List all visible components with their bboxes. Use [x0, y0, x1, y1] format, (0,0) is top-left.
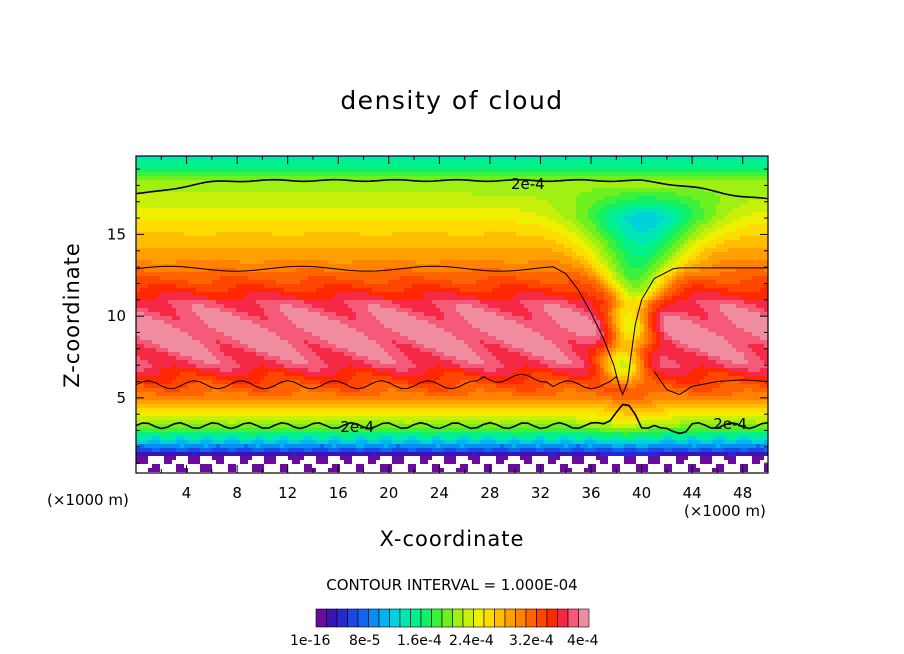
colorbar-label: 1.6e-4: [397, 633, 442, 649]
colorbar-swatch: [462, 608, 474, 628]
colorbar-swatch: [536, 608, 548, 628]
x-tick-label: 12: [278, 484, 297, 502]
contour-lines: [136, 178, 768, 435]
colorbar-label: 4e-4: [567, 633, 599, 649]
colorbar-swatch: [441, 608, 453, 628]
colorbar-swatch: [420, 608, 432, 628]
colorbar-swatch: [515, 608, 527, 628]
colorbar-swatch: [567, 608, 579, 628]
x-tick-label: 24: [430, 484, 449, 502]
colorbar-swatch: [578, 608, 590, 628]
colorbar-swatch: [326, 608, 338, 628]
contour-interval-note: CONTOUR INTERVAL = 1.000E-04: [326, 576, 578, 594]
colorbar-swatch: [452, 608, 464, 628]
colorbar-swatch: [410, 608, 422, 628]
x-tick-label: 36: [581, 484, 600, 502]
x-tick-label: 48: [733, 484, 752, 502]
x-unit-label-left: (×1000 m): [47, 491, 129, 509]
colorbar-swatch: [357, 608, 369, 628]
colorbar-swatch: [483, 608, 495, 628]
contour-label-1: 2e-4: [511, 175, 545, 193]
colorbar-swatch: [504, 608, 516, 628]
colorbar-swatch: [494, 608, 506, 628]
colorbar: [315, 608, 590, 628]
contour-line-cloud-base-right: [653, 371, 768, 396]
x-tick-label: 40: [632, 484, 651, 502]
contour-label-3: 2e-4: [713, 415, 747, 433]
colorbar-label: 3.2e-4: [509, 633, 554, 649]
colorbar-swatch: [336, 608, 348, 628]
y-tick-label: 5: [116, 389, 126, 407]
colorbar-label: 1e-16: [290, 633, 331, 649]
density-field: [136, 156, 768, 473]
colorbar-swatch: [557, 608, 569, 628]
colorbar-swatch: [546, 608, 558, 628]
x-tick-label: 20: [379, 484, 398, 502]
colorbar-swatch: [347, 608, 359, 628]
x-tick-label: 28: [480, 484, 499, 502]
colorbar-swatch: [389, 608, 401, 628]
x-axis-label: X-coordinate: [379, 527, 525, 551]
x-unit-label-right: (×1000 m): [684, 502, 766, 520]
contour-line-cloud-top: [136, 265, 768, 396]
contour-line-lower: [136, 403, 768, 435]
x-tick-label: 44: [683, 484, 702, 502]
y-axis-label: Z-coordinate: [60, 242, 84, 388]
x-tick-label: 4: [182, 484, 192, 502]
colorbar-swatch: [399, 608, 411, 628]
x-tick-label: 32: [531, 484, 550, 502]
contour-label-layer: 2e-4 2e-4 2e-4: [340, 175, 747, 436]
colorbar-label: 2.4e-4: [449, 633, 494, 649]
x-tick-label: 16: [329, 484, 348, 502]
colorbar-label: 8e-5: [349, 633, 381, 649]
y-tick-label: 15: [107, 225, 126, 243]
colorbar-swatch: [473, 608, 485, 628]
colorbar-swatch: [315, 608, 327, 628]
x-tick-label: 8: [232, 484, 242, 502]
colorbar-swatch: [525, 608, 537, 628]
colorbar-swatch: [378, 608, 390, 628]
y-tick-label: 10: [107, 307, 126, 325]
contour-line-cloud-base-left: [136, 373, 621, 390]
plot-frame: [135, 155, 769, 474]
contour-label-2: 2e-4: [340, 418, 374, 436]
colorbar-swatch: [368, 608, 380, 628]
colorbar-swatch: [431, 608, 443, 628]
contour-line-upper: [136, 178, 768, 200]
chart-title: density of cloud: [340, 86, 564, 115]
